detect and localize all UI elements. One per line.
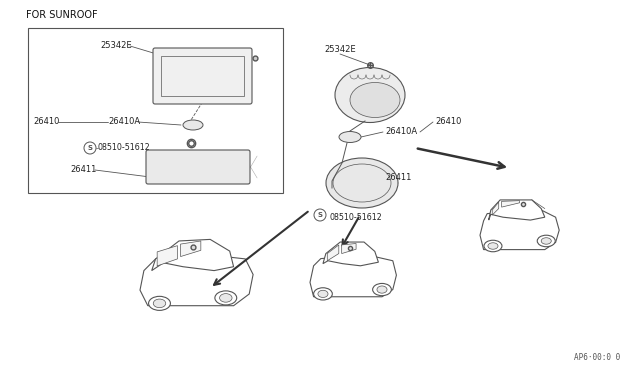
Bar [28,28,283,193]
Polygon shape [140,255,253,306]
Ellipse shape [335,67,405,122]
Ellipse shape [350,83,400,118]
Text: 26410A: 26410A [385,128,417,137]
Polygon shape [157,246,177,266]
Ellipse shape [377,286,387,293]
Ellipse shape [318,290,328,298]
Bar [161,56,244,96]
FancyBboxPatch shape [153,48,252,104]
Text: 08510-51612: 08510-51612 [98,144,151,153]
Ellipse shape [153,299,166,308]
Text: 08510-51612: 08510-51612 [329,212,381,221]
Ellipse shape [541,238,551,244]
Text: 25342E: 25342E [324,45,356,55]
Ellipse shape [339,131,361,142]
Polygon shape [502,201,520,207]
Ellipse shape [372,283,392,296]
Text: S: S [88,145,93,151]
Polygon shape [342,244,356,254]
Polygon shape [323,242,378,266]
Text: 26410: 26410 [435,118,461,126]
Ellipse shape [148,296,170,310]
Text: 26411: 26411 [385,173,412,183]
Polygon shape [489,200,545,220]
Ellipse shape [314,288,332,300]
Ellipse shape [220,294,232,302]
Polygon shape [327,245,339,261]
Polygon shape [180,241,201,257]
Polygon shape [310,255,396,297]
FancyBboxPatch shape [146,150,250,184]
Polygon shape [152,240,234,270]
Ellipse shape [326,158,398,208]
Ellipse shape [183,120,203,130]
Text: 26411: 26411 [70,166,97,174]
Ellipse shape [488,243,498,249]
Text: 25342E: 25342E [100,42,132,51]
Text: 26410A: 26410A [108,118,140,126]
Polygon shape [492,202,499,215]
Text: FOR SUNROOF: FOR SUNROOF [26,10,98,20]
Ellipse shape [484,240,502,252]
Ellipse shape [537,235,556,247]
Text: S: S [317,212,323,218]
Polygon shape [480,210,559,250]
Ellipse shape [215,291,237,305]
Text: AP6·00:0 0: AP6·00:0 0 [573,353,620,362]
Text: 26410: 26410 [33,118,60,126]
